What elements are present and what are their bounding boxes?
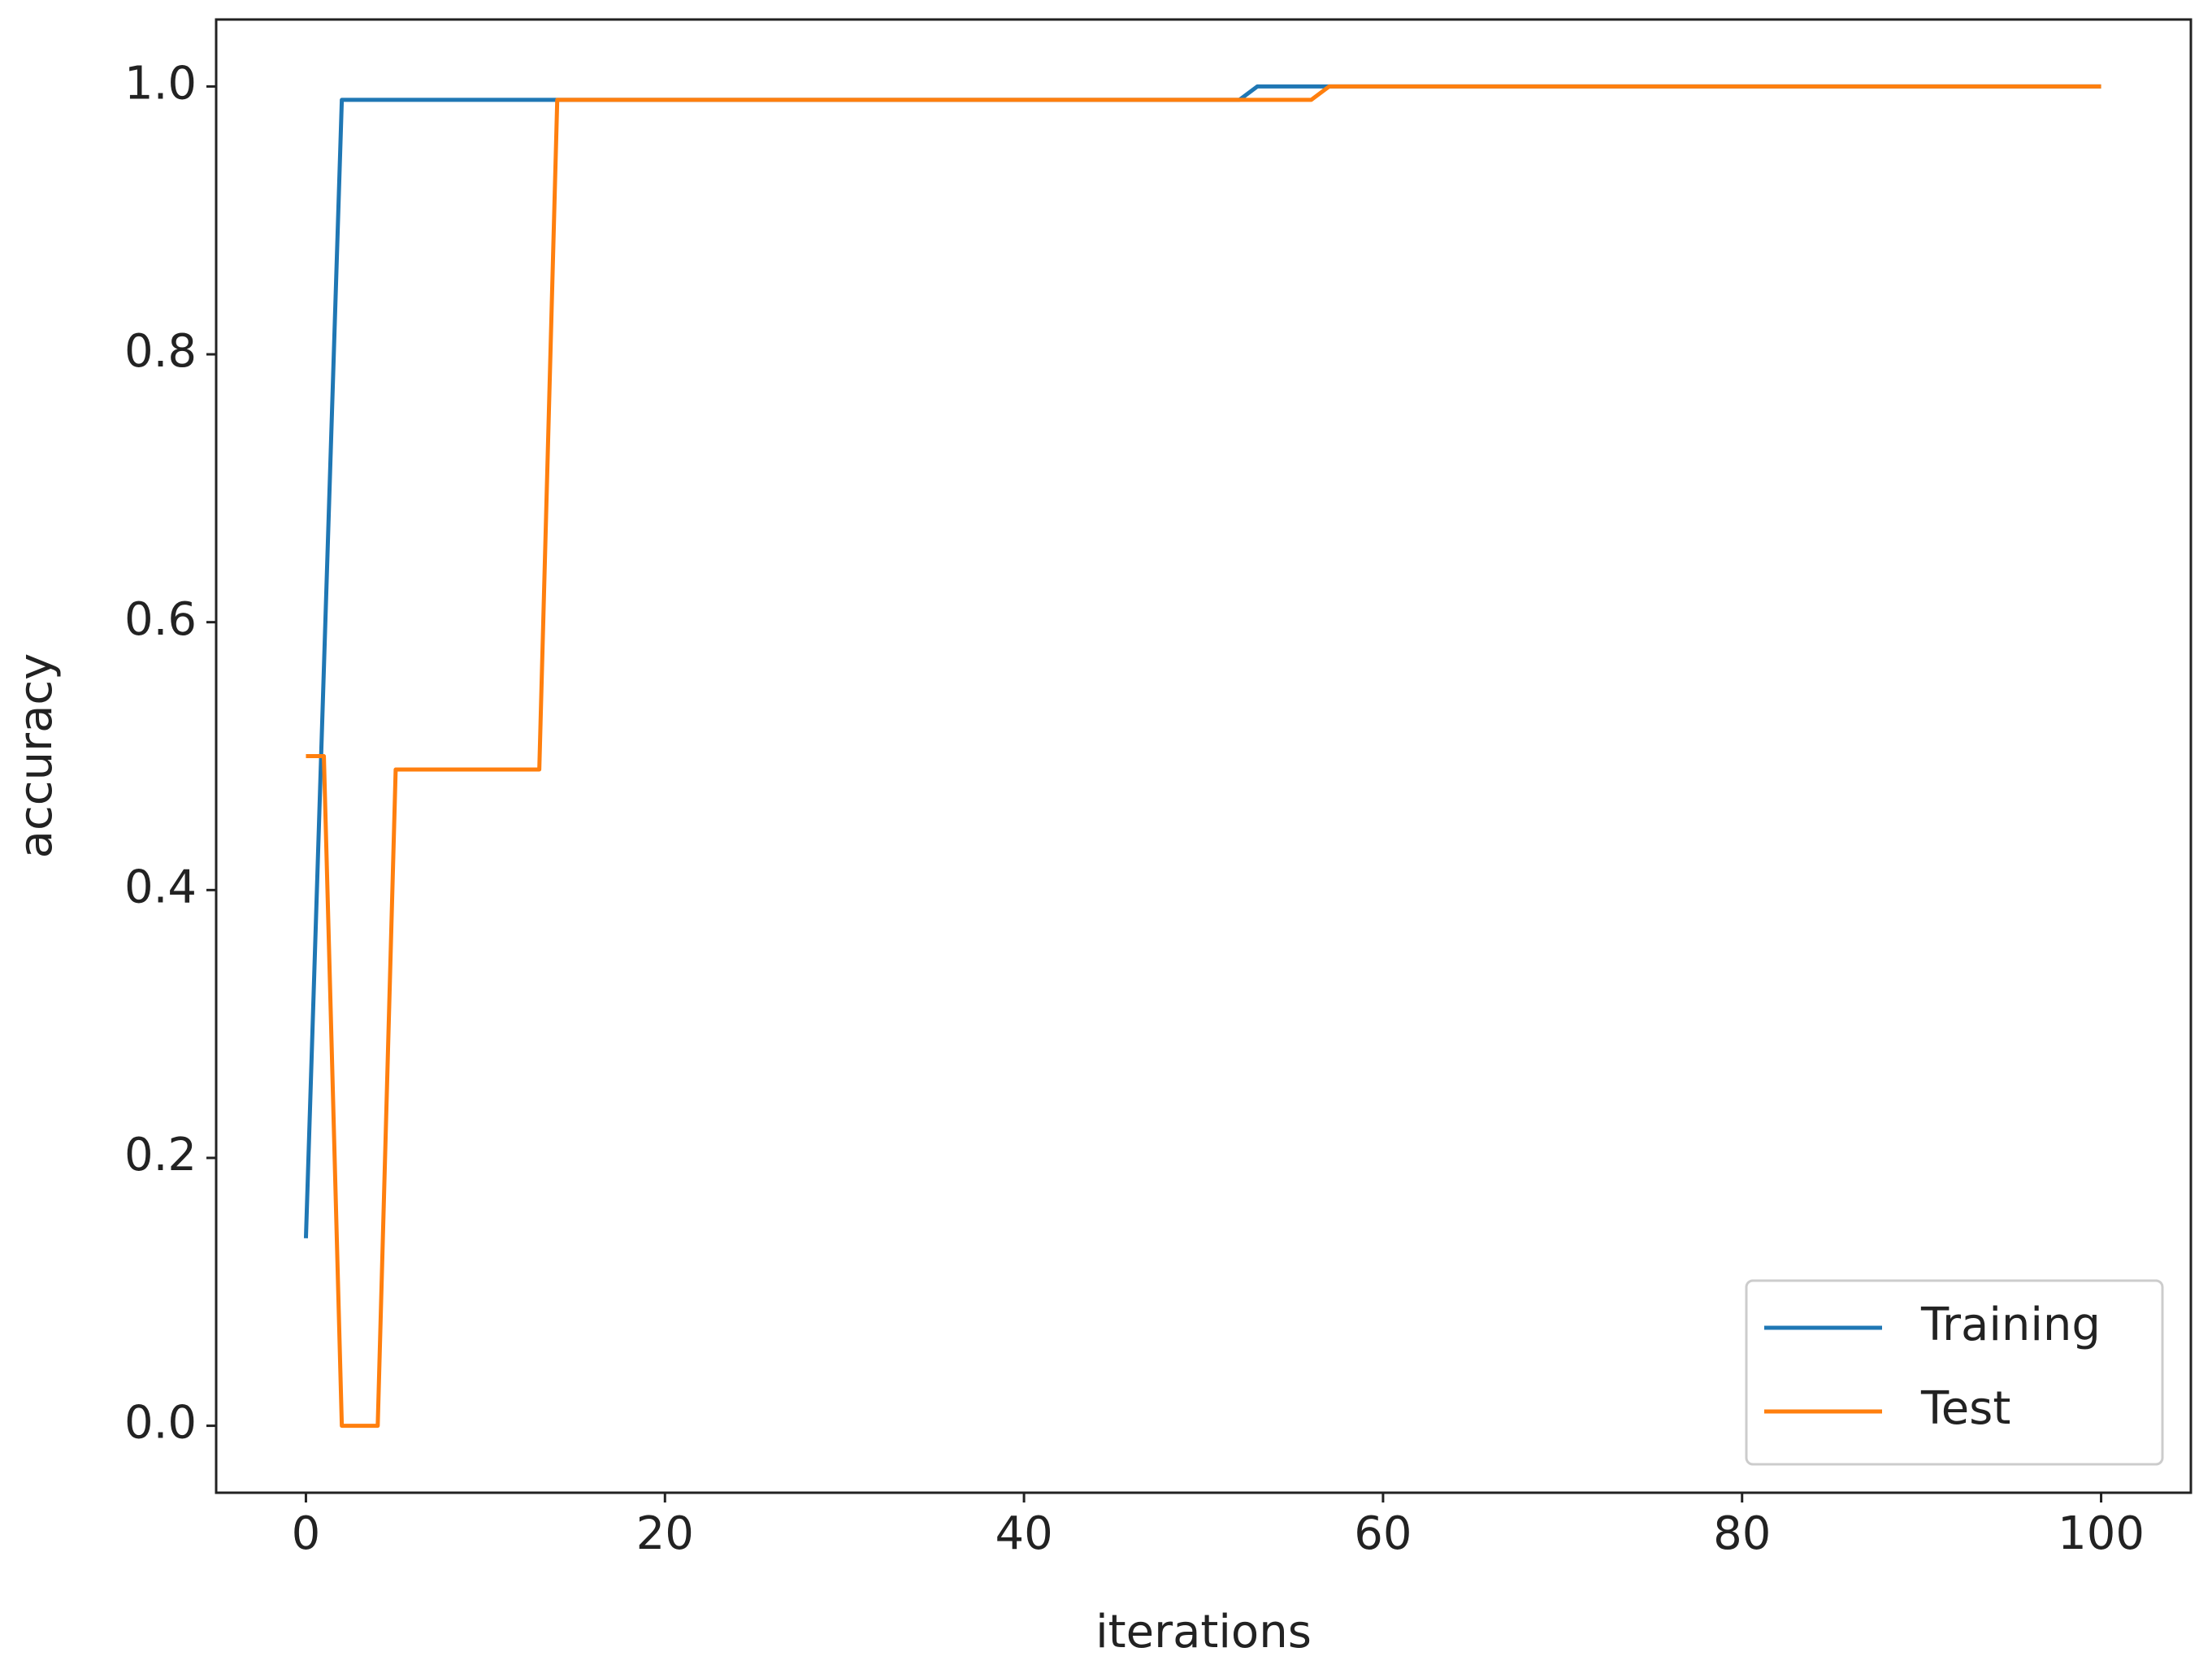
- x-tick-label: 20: [636, 1507, 694, 1560]
- x-tick-label: 60: [1354, 1507, 1412, 1560]
- x-axis-label: iterations: [1095, 1606, 1312, 1658]
- plot-frame: [215, 18, 2192, 1494]
- y-tick-label: 1.0: [124, 58, 197, 111]
- y-tick-label: 0.8: [124, 325, 197, 378]
- x-tick-label: 100: [2058, 1507, 2145, 1560]
- x-tick-label: 0: [292, 1507, 321, 1560]
- x-tick-label: 40: [995, 1507, 1052, 1560]
- series-line: [306, 84, 2101, 1429]
- y-tick-label: 0.2: [124, 1129, 197, 1182]
- y-tick-label: 0.4: [124, 861, 197, 913]
- x-tick-label: 80: [1713, 1507, 1771, 1560]
- legend-label: Training: [1920, 1299, 2101, 1351]
- legend-label: Test: [1920, 1382, 2010, 1435]
- series-line: [303, 84, 2101, 1238]
- y-axis-label: accuracy: [10, 653, 63, 859]
- y-tick-label: 0.0: [124, 1397, 197, 1450]
- y-tick-label: 0.6: [124, 593, 197, 646]
